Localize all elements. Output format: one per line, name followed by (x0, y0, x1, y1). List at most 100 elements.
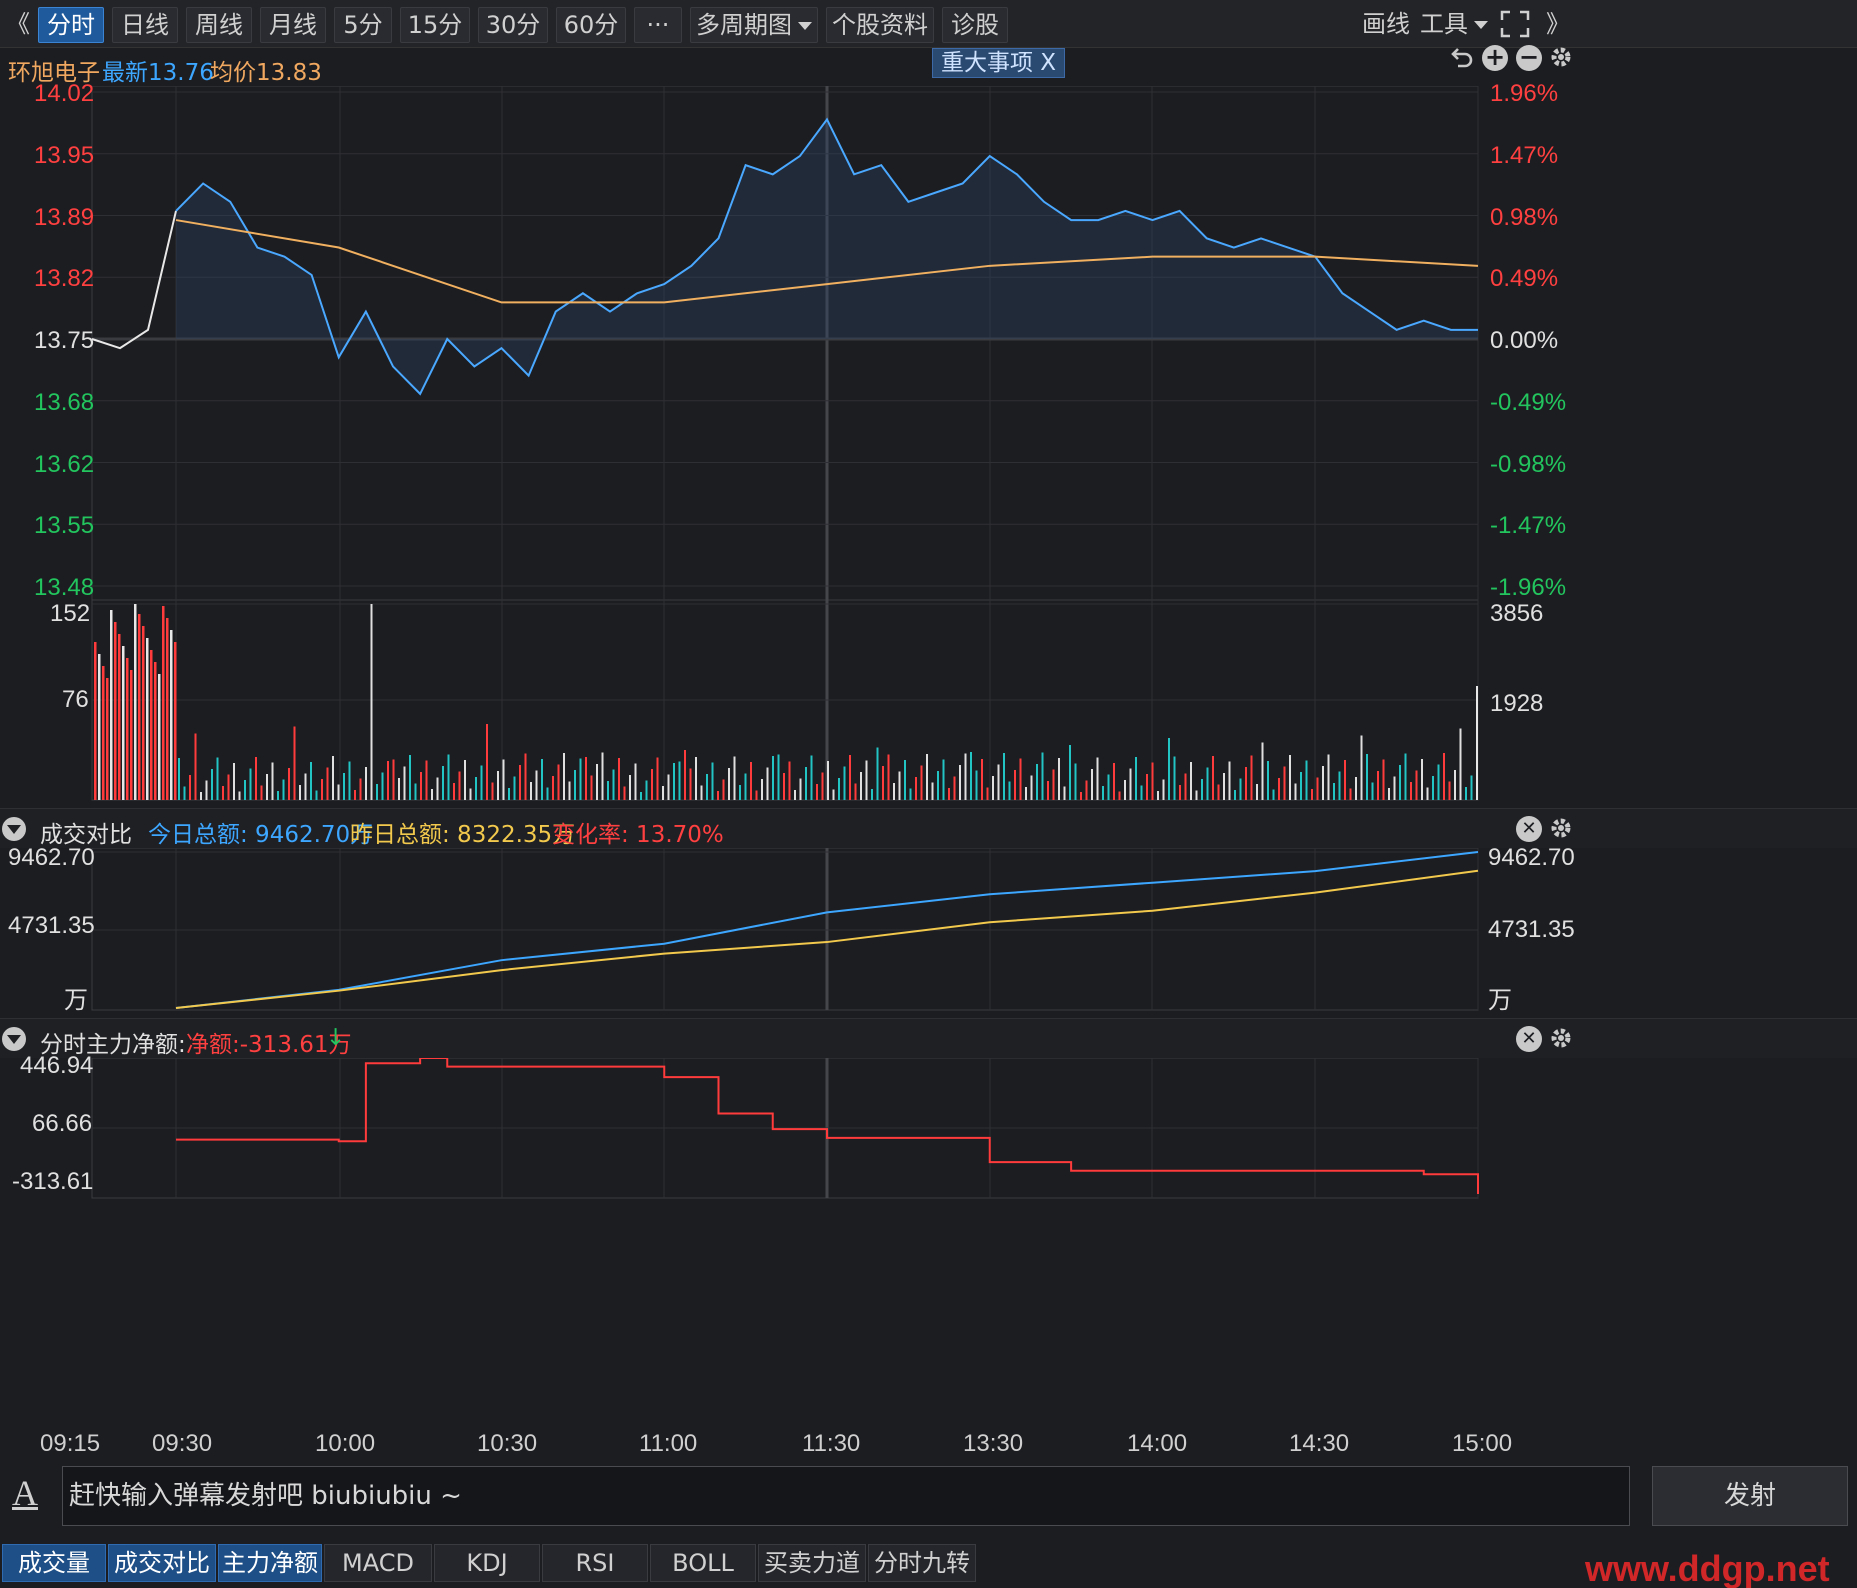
volume-bar (491, 782, 494, 800)
volume-chart[interactable] (0, 600, 1857, 808)
turnover-axis-right-max: 9462.70 (1488, 844, 1575, 871)
volume-bar (1344, 760, 1346, 800)
volume-bar (260, 785, 263, 800)
volume-bar (838, 778, 840, 800)
price-tick-right: -0.98% (1490, 450, 1567, 478)
volume-bar (1377, 771, 1379, 800)
undo-icon[interactable] (1450, 45, 1474, 69)
tab-daily[interactable]: 日线 (112, 7, 178, 43)
turnover-chart[interactable] (0, 848, 1857, 1014)
volume-bar (1157, 791, 1159, 800)
indicator-tab[interactable]: 主力净额 (218, 1544, 322, 1582)
volume-bar (1058, 758, 1060, 800)
volume-bar (766, 767, 769, 800)
tools-dropdown[interactable]: 工具 (1420, 7, 1488, 43)
price-tick-right: 1.96% (1490, 80, 1559, 107)
volume-bar (1278, 778, 1280, 800)
volume-bar (1465, 787, 1467, 800)
collapse-triangle-icon[interactable] (2, 1027, 26, 1051)
volume-bar (106, 678, 109, 800)
netflow-axis-min: -313.61 (12, 1168, 94, 1195)
volume-bar (821, 772, 824, 800)
volume-bar (909, 788, 912, 800)
major-events-tag[interactable]: 重大事项 X (932, 48, 1066, 78)
volume-bar (579, 758, 582, 800)
price-tick-left: 13.75 (34, 327, 95, 354)
zoom-in-icon[interactable]: + (1482, 45, 1508, 71)
more-tabs-button[interactable]: ··· (634, 7, 682, 43)
netflow-line (176, 1058, 1479, 1194)
indicator-tab[interactable]: 成交对比 (108, 1544, 216, 1582)
diagnose-button[interactable]: 诊股 (942, 7, 1008, 43)
tab-monthly[interactable]: 月线 (260, 7, 326, 43)
volume-bar (1190, 762, 1192, 800)
volume-bar (552, 776, 554, 800)
price-tick-right: 0.00% (1490, 327, 1559, 354)
volume-bar (799, 778, 802, 800)
indicator-tab[interactable]: 分时九转 (868, 1544, 976, 1582)
multi-period-dropdown[interactable]: 多周期图 (690, 7, 818, 43)
volume-bar (244, 780, 246, 800)
indicator-tab[interactable]: 成交量 (2, 1544, 106, 1582)
collapse-right-icon[interactable]: 》 (1546, 10, 1570, 38)
fire-button[interactable]: 发射 (1652, 1466, 1848, 1526)
indicator-tab[interactable]: KDJ (434, 1544, 540, 1582)
volume-bar (1069, 745, 1071, 800)
netflow-chart[interactable] (0, 1058, 1857, 1224)
zoom-out-icon[interactable]: − (1516, 45, 1542, 71)
draw-line-button[interactable]: 画线 (1362, 10, 1410, 38)
volume-bar (211, 769, 213, 800)
volume-bar (122, 646, 125, 800)
volume-bar (1003, 753, 1005, 800)
turnover-axis-right-unit: 万 (1488, 987, 1512, 1014)
volume-bar (464, 760, 466, 800)
volume-bar (154, 662, 157, 800)
time-tick: 11:30 (802, 1430, 861, 1457)
volume-bar (1030, 775, 1033, 800)
volume-bar (695, 757, 697, 800)
volume-bar (431, 789, 433, 800)
volume-bar (118, 634, 121, 800)
close-panel-icon[interactable]: ✕ (1516, 1026, 1542, 1052)
danmaku-input[interactable]: 赶快输入弹幕发射吧 biubiubiu ~ (62, 1466, 1630, 1526)
volume-bar (436, 777, 439, 800)
volume-bar (612, 769, 615, 800)
volume-bar (618, 758, 620, 800)
volume-bar (1426, 787, 1429, 800)
volume-bar (1124, 780, 1126, 800)
time-tick: 09:30 (152, 1430, 213, 1457)
settings-gear-icon[interactable] (1548, 44, 1574, 70)
tab-30min[interactable]: 30分 (478, 7, 548, 43)
indicator-tab[interactable]: BOLL (650, 1544, 756, 1582)
time-tick: 10:00 (315, 1430, 376, 1457)
font-style-icon[interactable]: A (12, 1473, 38, 1513)
volume-bar (1327, 754, 1330, 800)
volume-bar (739, 785, 741, 800)
settings-gear-icon[interactable] (1548, 1025, 1574, 1051)
settings-gear-icon[interactable] (1548, 815, 1574, 841)
tab-weekly[interactable]: 周线 (186, 7, 252, 43)
tab-15min[interactable]: 15分 (400, 7, 470, 43)
latest-price: 最新13.76 (102, 60, 214, 86)
stock-info-button[interactable]: 个股资料 (826, 7, 934, 43)
volume-bar (557, 764, 560, 800)
collapse-triangle-icon[interactable] (2, 817, 26, 841)
collapse-left-icon[interactable]: 《 (6, 10, 30, 38)
indicator-tab[interactable]: RSI (542, 1544, 648, 1582)
tab-60min[interactable]: 60分 (556, 7, 626, 43)
indicator-tab[interactable]: MACD (324, 1544, 432, 1582)
close-panel-icon[interactable]: ✕ (1516, 816, 1542, 842)
tab-fenshi[interactable]: 分时 (38, 7, 104, 43)
volume-bar (1316, 777, 1319, 800)
indicator-tab[interactable]: 买卖力道 (758, 1544, 866, 1582)
volume-bar (1025, 787, 1027, 800)
tab-5min[interactable]: 5分 (334, 7, 392, 43)
volume-bar (94, 642, 97, 800)
price-chart[interactable] (0, 86, 1857, 600)
volume-bar (1008, 781, 1011, 800)
fullscreen-icon[interactable] (1500, 10, 1530, 38)
volume-bar (805, 767, 807, 800)
volume-bar (458, 771, 461, 800)
volume-bar (1393, 776, 1396, 800)
volume-bar (227, 774, 230, 800)
